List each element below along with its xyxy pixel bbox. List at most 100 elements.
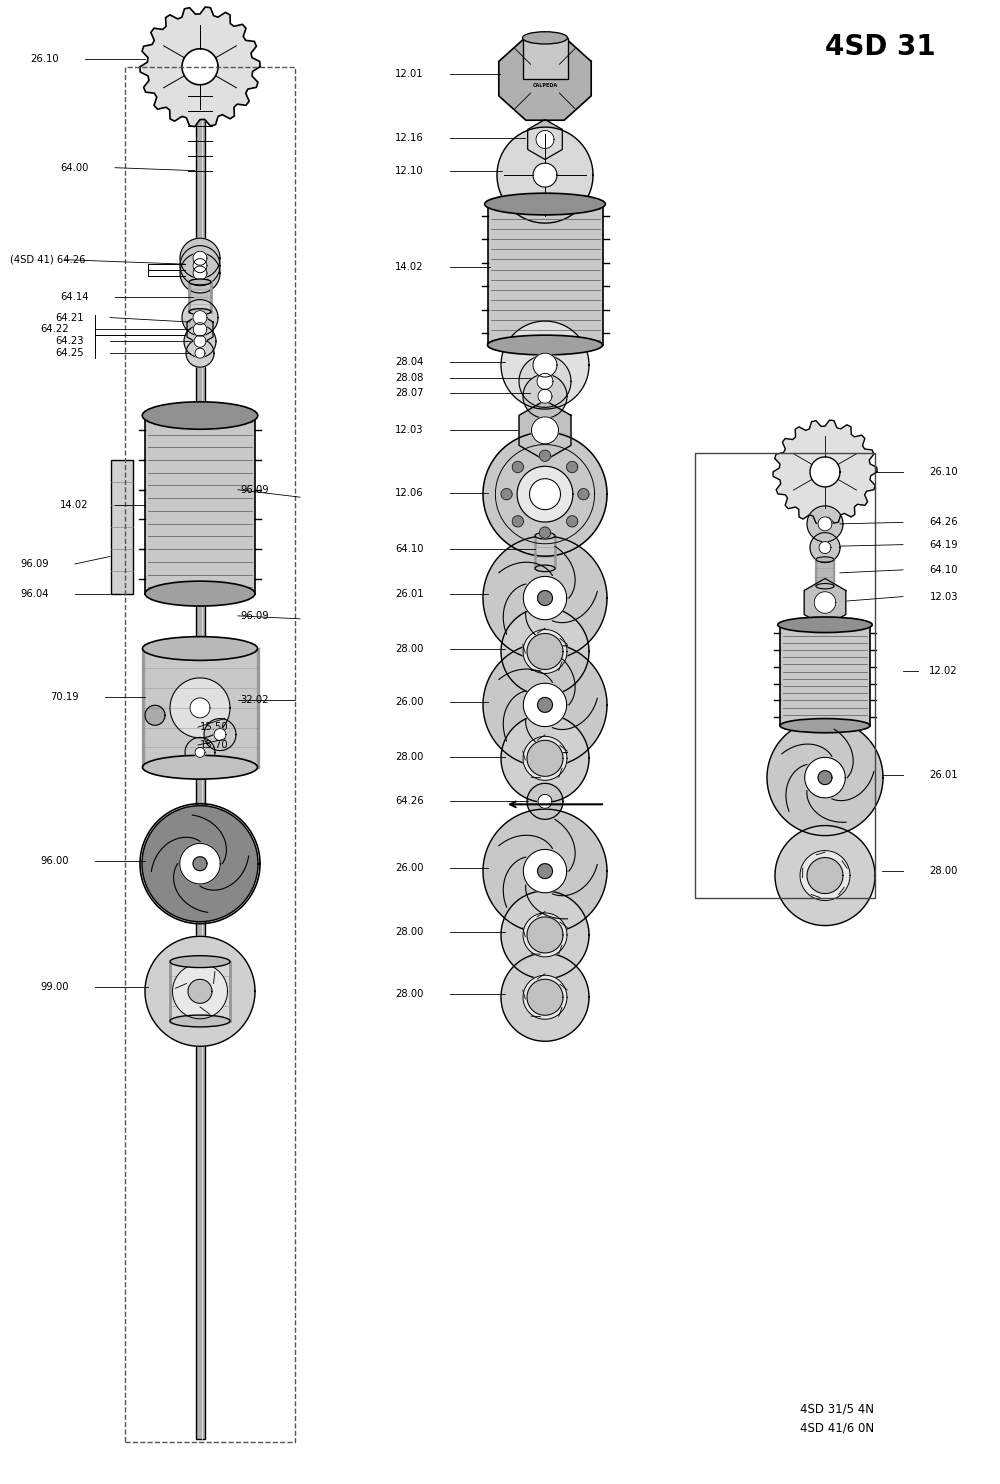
Polygon shape [532, 417, 558, 444]
Text: 12.10: 12.10 [395, 166, 424, 175]
Bar [541, 37, 549, 1009]
Ellipse shape [145, 582, 255, 605]
Polygon shape [539, 450, 551, 462]
Polygon shape [578, 488, 589, 500]
Polygon shape [523, 683, 567, 727]
Ellipse shape [170, 1015, 230, 1027]
Text: 28.04: 28.04 [395, 358, 423, 367]
Text: 64.23: 64.23 [55, 337, 84, 346]
Polygon shape [194, 335, 206, 347]
Ellipse shape [189, 279, 211, 285]
Polygon shape [182, 49, 218, 85]
Text: 12.16: 12.16 [395, 134, 424, 142]
Text: 26.10: 26.10 [30, 55, 59, 64]
Polygon shape [528, 120, 562, 159]
Polygon shape [805, 757, 845, 798]
Text: 70.19: 70.19 [50, 693, 79, 702]
Text: 96.00: 96.00 [40, 856, 68, 865]
Ellipse shape [189, 309, 211, 315]
Bar [125, 67, 295, 1442]
Polygon shape [170, 678, 230, 738]
Ellipse shape [816, 556, 834, 562]
Polygon shape [497, 128, 593, 223]
Polygon shape [527, 741, 563, 776]
Polygon shape [501, 890, 589, 979]
Text: 4SD 31: 4SD 31 [825, 33, 935, 61]
Text: 64.22: 64.22 [40, 325, 69, 334]
Text: 64.19: 64.19 [929, 540, 958, 549]
Text: CALPEDA: CALPEDA [532, 83, 558, 88]
Polygon shape [187, 315, 213, 344]
Polygon shape [538, 389, 552, 404]
Text: 26.00: 26.00 [395, 697, 424, 706]
Ellipse shape [535, 533, 555, 539]
Text: 64.10: 64.10 [395, 545, 424, 554]
Text: 64.10: 64.10 [930, 565, 958, 574]
Polygon shape [523, 913, 567, 957]
Polygon shape [538, 697, 552, 712]
Polygon shape [539, 527, 551, 539]
Text: 26.00: 26.00 [395, 864, 424, 873]
Polygon shape [819, 542, 831, 554]
Polygon shape [145, 936, 255, 1046]
Polygon shape [190, 697, 210, 718]
Polygon shape [538, 794, 552, 809]
Ellipse shape [170, 956, 230, 968]
Polygon shape [214, 729, 226, 741]
Polygon shape [499, 37, 591, 120]
Text: 96.09: 96.09 [240, 485, 269, 494]
Text: 28.00: 28.00 [395, 752, 423, 761]
Polygon shape [807, 858, 843, 893]
Polygon shape [180, 246, 220, 285]
Text: 12.06: 12.06 [395, 488, 424, 497]
Polygon shape [523, 736, 567, 781]
Bar [816, 559, 834, 586]
Text: 96.04: 96.04 [20, 589, 48, 598]
Polygon shape [501, 607, 589, 696]
Polygon shape [483, 809, 607, 933]
Ellipse shape [535, 565, 555, 571]
Text: 28.08: 28.08 [395, 374, 423, 383]
Bar [196, 59, 205, 1439]
Polygon shape [533, 163, 557, 187]
Bar [523, 37, 568, 79]
Polygon shape [512, 462, 523, 472]
Polygon shape [512, 516, 523, 527]
Polygon shape [810, 457, 840, 487]
Polygon shape [140, 7, 260, 126]
Text: 14.02: 14.02 [60, 500, 88, 509]
Polygon shape [180, 254, 220, 292]
Polygon shape [519, 401, 571, 460]
Ellipse shape [780, 718, 870, 733]
Text: 64.26: 64.26 [929, 518, 958, 527]
Polygon shape [519, 355, 571, 408]
Bar [170, 962, 230, 1021]
Polygon shape [523, 629, 567, 674]
Ellipse shape [142, 402, 258, 429]
Text: (4SD 41) 64.26: (4SD 41) 64.26 [10, 255, 86, 264]
Bar [143, 649, 258, 767]
Polygon shape [537, 374, 553, 389]
Text: 15.50: 15.50 [200, 723, 229, 732]
Ellipse shape [488, 335, 602, 355]
Polygon shape [501, 953, 589, 1042]
Bar [145, 416, 255, 594]
Polygon shape [184, 325, 216, 358]
Bar [535, 536, 555, 568]
Polygon shape [775, 825, 875, 926]
Polygon shape [501, 714, 589, 803]
Polygon shape [527, 917, 563, 953]
Polygon shape [810, 533, 840, 562]
Polygon shape [814, 592, 836, 613]
Polygon shape [483, 432, 607, 556]
Polygon shape [193, 310, 207, 325]
Bar [189, 282, 211, 312]
Text: 64.00: 64.00 [60, 163, 88, 172]
Ellipse shape [816, 583, 834, 589]
Polygon shape [517, 466, 573, 522]
Ellipse shape [143, 637, 258, 660]
Polygon shape [195, 748, 205, 757]
Polygon shape [483, 643, 607, 767]
Polygon shape [186, 340, 214, 367]
Polygon shape [523, 975, 567, 1020]
